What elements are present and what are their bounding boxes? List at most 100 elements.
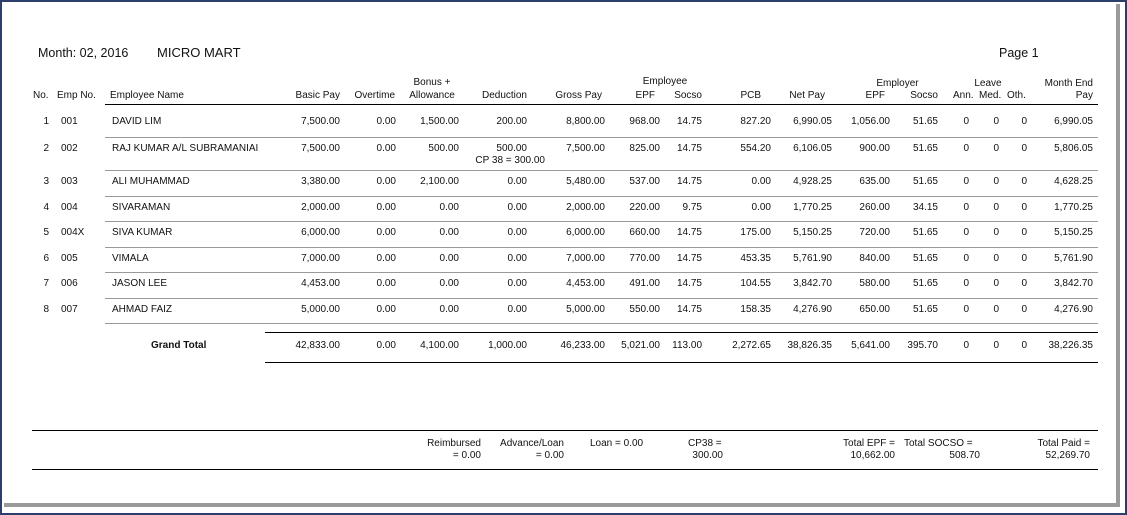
cell-bonus: 0.00 <box>439 278 459 289</box>
cell-employer-epf: 1,056.00 <box>851 116 890 127</box>
header-employer-socso: Socso <box>910 90 938 101</box>
cell-deduction: 500.00 <box>496 143 527 154</box>
cell-leave-med: 0 <box>993 227 999 238</box>
cell-leave-ann: 0 <box>963 143 969 154</box>
total-paid-value: 52,269.70 <box>1045 450 1091 461</box>
cell-month-end-pay: 5,761.90 <box>1054 253 1093 264</box>
cell-gross-pay: 8,800.00 <box>566 116 605 127</box>
page-shadow-right <box>1116 4 1120 507</box>
cell-employee-socso: 14.75 <box>676 253 702 264</box>
cell-employee-socso: 14.75 <box>676 227 702 238</box>
cell-net-pay: 5,761.90 <box>793 253 832 264</box>
cell-employee-name: ALI MUHAMMAD <box>112 176 190 187</box>
cell-bonus: 500.00 <box>428 143 459 154</box>
row-divider <box>105 196 1098 197</box>
header-month-end-top: Month End <box>1044 78 1093 89</box>
header-net-pay: Net Pay <box>789 90 825 101</box>
cell-leave-ann: 0 <box>963 227 969 238</box>
page-shadow-bottom <box>4 503 1118 507</box>
cell-overtime: 0.00 <box>376 116 396 127</box>
cell-employee-socso: 14.75 <box>676 116 702 127</box>
cell-leave-med: 0 <box>993 304 999 315</box>
cell-no: 3 <box>43 176 49 187</box>
cell-emp-no: 001 <box>61 116 78 127</box>
reimbursed-value: = 0.00 <box>452 450 481 461</box>
cell-employee-socso: 9.75 <box>682 202 702 213</box>
cell-gross-pay: 5,000.00 <box>566 304 605 315</box>
cell-employer-socso: 51.65 <box>912 143 938 154</box>
header-overtime: Overtime <box>354 90 395 101</box>
cell-deduction: 0.00 <box>507 202 527 213</box>
summary-bottom-rule <box>32 469 1098 470</box>
reimbursed-label: Reimbursed <box>427 438 481 449</box>
cell-net-pay: 6,990.05 <box>793 116 832 127</box>
cell-basic-pay: 2,000.00 <box>301 202 340 213</box>
cell-employer-socso: 51.65 <box>912 304 938 315</box>
header-emp-no: Emp No. <box>57 90 96 101</box>
total-month-end-pay: 38,226.35 <box>1048 340 1094 351</box>
cell-leave-oth: 0 <box>1021 253 1027 264</box>
grand-total-label: Grand Total <box>151 340 207 351</box>
cell-leave-oth: 0 <box>1021 116 1027 127</box>
header-month-end-bottom: Pay <box>1075 90 1093 101</box>
cell-emp-no: 003 <box>61 176 78 187</box>
cell-month-end-pay: 5,806.05 <box>1054 143 1093 154</box>
total-leave-oth: 0 <box>1021 340 1027 351</box>
cell-no: 8 <box>43 304 49 315</box>
cell-bonus: 0.00 <box>439 202 459 213</box>
cell-no: 5 <box>43 227 49 238</box>
total-employee-socso: 113.00 <box>672 340 702 351</box>
cell-employee-name: RAJ KUMAR A/L SUBRAMANIAI <box>112 143 259 154</box>
total-net-pay: 38,826.35 <box>787 340 833 351</box>
header-employee-socso: Socso <box>674 90 702 101</box>
cell-leave-oth: 0 <box>1021 143 1027 154</box>
cell-bonus: 0.00 <box>439 227 459 238</box>
cell-emp-no: 005 <box>61 253 78 264</box>
cell-employer-socso: 51.65 <box>912 116 938 127</box>
cell-deduction: 0.00 <box>507 304 527 315</box>
cell-overtime: 0.00 <box>376 143 396 154</box>
cell-month-end-pay: 5,150.25 <box>1054 227 1093 238</box>
loan-amount: Loan = 0.00 <box>590 438 644 449</box>
cell-month-end-pay: 3,842.70 <box>1054 278 1093 289</box>
cell-gross-pay: 6,000.00 <box>566 227 605 238</box>
cell-emp-no: 007 <box>61 304 78 315</box>
row-divider <box>105 137 1098 138</box>
cell-employee-name: SIVARAMAN <box>112 202 171 213</box>
cell-overtime: 0.00 <box>376 176 396 187</box>
cell-gross-pay: 4,453.00 <box>566 278 605 289</box>
cell-overtime: 0.00 <box>376 227 396 238</box>
cell-employer-epf: 900.00 <box>859 143 890 154</box>
cell-employee-socso: 14.75 <box>676 143 702 154</box>
row-divider <box>105 272 1098 273</box>
cell-leave-med: 0 <box>993 143 999 154</box>
cell-leave-med: 0 <box>993 116 999 127</box>
cell-gross-pay: 7,500.00 <box>566 143 605 154</box>
summary-top-rule <box>32 430 1098 431</box>
cell-employee-epf: 825.00 <box>629 143 660 154</box>
row-divider <box>105 298 1098 299</box>
cell-employee-epf: 491.00 <box>629 278 660 289</box>
total-socso-label: Total SOCSO = <box>904 438 973 449</box>
cell-employer-epf: 840.00 <box>859 253 890 264</box>
cell-pcb: 453.35 <box>740 253 771 264</box>
header-bonus-bottom: Allowance <box>409 90 455 101</box>
total-overtime: 0.00 <box>376 340 396 351</box>
cell-no: 7 <box>43 278 49 289</box>
cell-pcb: 827.20 <box>740 116 771 127</box>
cell-employee-socso: 14.75 <box>676 176 702 187</box>
header-underline <box>105 104 1098 105</box>
cell-deduction: 0.00 <box>507 227 527 238</box>
company-name: MICRO MART <box>157 45 241 60</box>
total-epf-value: 10,662.00 <box>850 450 896 461</box>
advance-loan-value: = 0.00 <box>535 450 564 461</box>
cell-employer-socso: 51.65 <box>912 227 938 238</box>
cell-employee-epf: 968.00 <box>629 116 660 127</box>
cell-employee-name: JASON LEE <box>112 278 168 289</box>
total-bonus: 4,100.00 <box>420 340 459 351</box>
cell-employee-name: AHMAD FAIZ <box>112 304 173 315</box>
header-leave-med: Med. <box>979 90 1002 101</box>
cell-leave-ann: 0 <box>963 278 969 289</box>
cell-pcb: 158.35 <box>740 304 771 315</box>
cell-gross-pay: 2,000.00 <box>566 202 605 213</box>
